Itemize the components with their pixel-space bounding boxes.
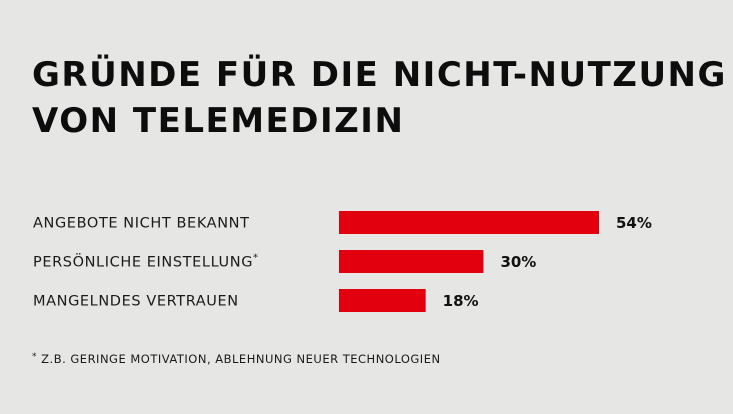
chart-title-line-2: VON TELEMEDIZIN	[32, 101, 405, 141]
bar	[339, 211, 599, 234]
value-label: 54%	[616, 214, 652, 232]
category-label: MANGELNDES VERTRAUEN	[33, 294, 239, 310]
category-label: PERSÖNLICHE EINSTELLUNG*	[33, 253, 259, 271]
footnote-text: Z.B. GERINGE MOTIVATION, ABLEHNUNG NEUER…	[41, 352, 441, 366]
footnote-marker: *	[253, 253, 259, 264]
chart-title-line-1: GRÜNDE FÜR DIE NICHT-NUTZUNG	[32, 55, 727, 95]
bar	[339, 250, 484, 273]
footnote: * Z.B. GERINGE MOTIVATION, ABLEHNUNG NEU…	[32, 352, 441, 366]
category-label: ANGEBOTE NICHT BEKANNT	[33, 216, 250, 232]
footnote-marker: *	[32, 352, 37, 362]
value-label: 18%	[443, 292, 479, 310]
value-label: 30%	[500, 253, 536, 271]
bar	[339, 289, 426, 312]
